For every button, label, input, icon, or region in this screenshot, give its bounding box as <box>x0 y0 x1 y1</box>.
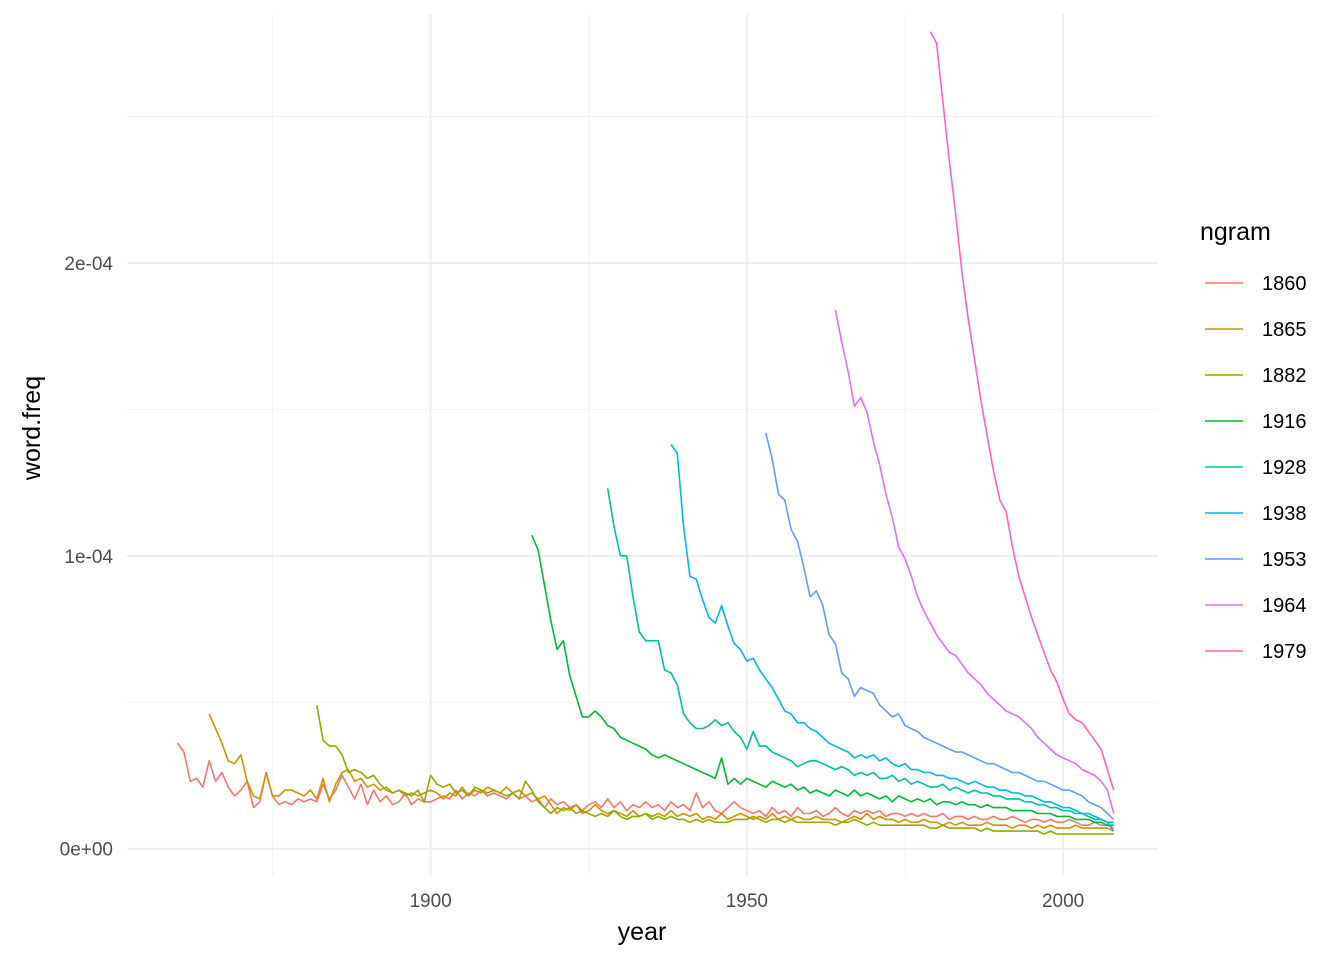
series-line-1860 <box>176 742 1115 829</box>
legend-label-1860: 1860 <box>1262 273 1307 295</box>
legend-label-1953: 1953 <box>1262 549 1307 571</box>
series-line-1938 <box>670 444 1115 832</box>
series-line-1882 <box>316 704 1114 835</box>
y-tick-label: 0e+00 <box>60 840 113 861</box>
y-axis-ticks: 0e+00 1e-04 2e-04 <box>60 254 114 861</box>
legend-label-1964: 1964 <box>1262 595 1307 617</box>
x-tick-label: 1950 <box>726 891 768 912</box>
legend-label-1938: 1938 <box>1262 503 1307 525</box>
y-axis-title: word.freq <box>18 376 46 481</box>
legend-label-1916: 1916 <box>1262 411 1307 433</box>
legend: ngram 1860 1865 1882 1916 1928 1938 1953 1964 19… <box>1200 218 1307 663</box>
series-line-1865 <box>208 713 1115 832</box>
y-tick-label: 2e-04 <box>64 254 113 275</box>
series-line-1979 <box>929 31 1115 791</box>
legend-label-1882: 1882 <box>1262 365 1307 387</box>
legend-title: ngram <box>1200 218 1271 246</box>
x-tick-label: 1900 <box>409 891 451 912</box>
series-lines <box>176 31 1115 835</box>
series-line-1928 <box>606 488 1114 824</box>
series-line-1916 <box>531 534 1114 826</box>
legend-label-1865: 1865 <box>1262 319 1307 341</box>
grid-lines <box>127 14 1158 875</box>
y-tick-label: 1e-04 <box>64 547 113 568</box>
legend-label-1979: 1979 <box>1262 641 1307 663</box>
legend-label-1928: 1928 <box>1262 457 1307 479</box>
series-line-1964 <box>834 309 1115 814</box>
series-line-1953 <box>765 432 1115 820</box>
x-axis-ticks: 1900 1950 2000 <box>409 891 1084 912</box>
x-axis-title: year <box>618 918 667 946</box>
x-tick-label: 2000 <box>1042 891 1084 912</box>
